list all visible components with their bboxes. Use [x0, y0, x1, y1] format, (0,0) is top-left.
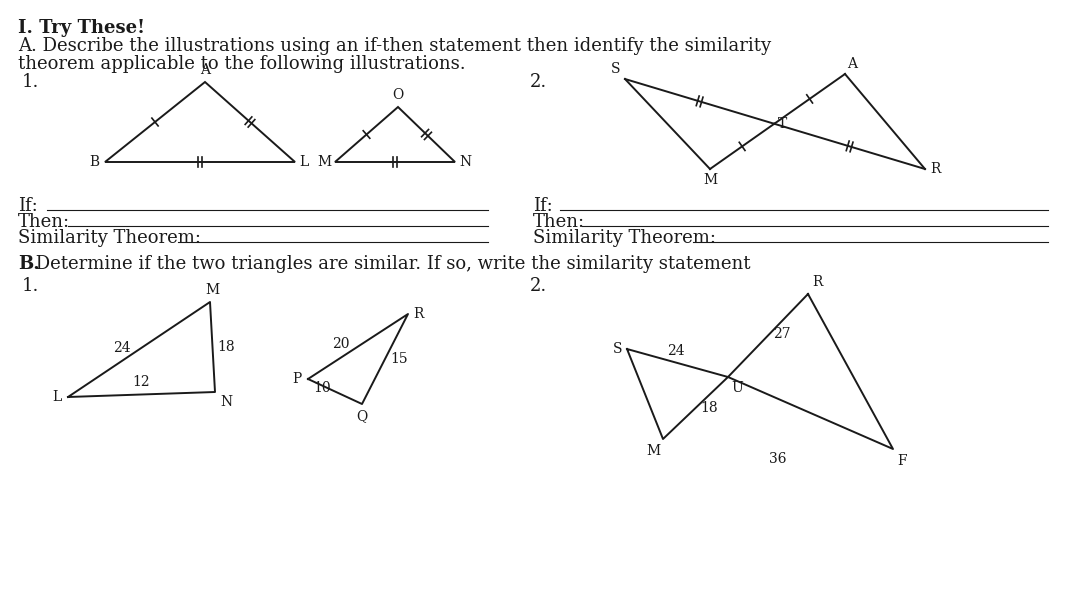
Text: If:: If: — [18, 197, 37, 215]
Text: M: M — [317, 155, 332, 169]
Text: B.: B. — [18, 255, 39, 273]
Text: B: B — [88, 155, 99, 169]
Text: M: M — [702, 173, 717, 187]
Text: 1.: 1. — [22, 277, 39, 295]
Text: M: M — [646, 444, 660, 458]
Text: 20: 20 — [333, 337, 350, 352]
Text: N: N — [220, 395, 232, 409]
Text: 10: 10 — [313, 380, 332, 395]
Text: If:: If: — [533, 197, 553, 215]
Text: 24: 24 — [666, 344, 684, 358]
Text: L: L — [52, 390, 62, 404]
Text: S: S — [611, 62, 620, 76]
Text: L: L — [298, 155, 308, 169]
Text: Determine if the two triangles are similar. If so, write the similarity statemen: Determine if the two triangles are simil… — [30, 255, 750, 273]
Text: Q: Q — [356, 409, 368, 423]
Text: theorem applicable to the following illustrations.: theorem applicable to the following illu… — [18, 55, 466, 73]
Text: O: O — [392, 88, 404, 102]
Text: 18: 18 — [217, 340, 236, 354]
Text: A: A — [847, 57, 857, 71]
Text: F: F — [897, 454, 906, 468]
Text: I. Try These!: I. Try These! — [18, 19, 145, 37]
Text: T: T — [778, 117, 788, 131]
Text: Then:: Then: — [18, 213, 70, 231]
Text: R: R — [812, 275, 822, 289]
Text: N: N — [459, 155, 471, 169]
Text: Similarity Theorem:: Similarity Theorem: — [533, 229, 716, 247]
Text: 2.: 2. — [530, 73, 547, 91]
Text: 24: 24 — [113, 340, 131, 355]
Text: 12: 12 — [132, 376, 150, 389]
Text: A. Describe the illustrations using an if-then statement then identify the simil: A. Describe the illustrations using an i… — [18, 37, 771, 55]
Text: U: U — [731, 381, 743, 395]
Text: 36: 36 — [770, 452, 787, 466]
Text: S: S — [613, 342, 621, 356]
Text: Similarity Theorem:: Similarity Theorem: — [18, 229, 201, 247]
Text: 2.: 2. — [530, 277, 547, 295]
Text: M: M — [205, 283, 219, 297]
Text: 1.: 1. — [22, 73, 39, 91]
Text: R: R — [413, 307, 423, 321]
Text: R: R — [930, 162, 940, 176]
Text: Then:: Then: — [533, 213, 585, 231]
Text: 15: 15 — [390, 352, 407, 366]
Text: 18: 18 — [700, 401, 718, 415]
Text: P: P — [293, 372, 302, 386]
Text: A: A — [200, 63, 210, 77]
Text: 27: 27 — [773, 327, 791, 340]
